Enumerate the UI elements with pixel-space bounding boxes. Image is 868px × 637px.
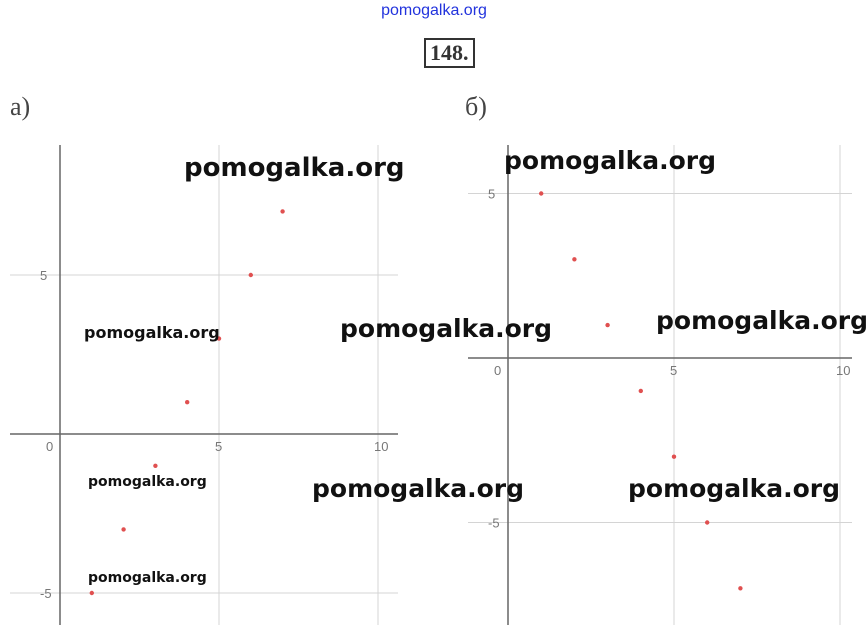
data-point [671, 454, 677, 459]
x-tick-label: 10 [836, 363, 850, 378]
data-point [89, 590, 95, 596]
data-point [605, 322, 610, 328]
watermark-top: pomogalka.org [381, 2, 487, 19]
data-point [572, 257, 577, 262]
x-tick-label: 0 [494, 363, 501, 378]
data-point [153, 463, 158, 468]
x-tick-label: 0 [46, 439, 53, 454]
data-point [185, 400, 190, 405]
x-tick-label: 10 [374, 439, 388, 454]
data-point [121, 527, 126, 532]
watermark: pomogalka.org [656, 306, 868, 335]
data-point [638, 388, 643, 394]
data-point [216, 336, 222, 341]
watermark: pomogalka.org [88, 570, 207, 586]
chart-a-label: а) [10, 92, 31, 121]
x-tick-label: 5 [670, 363, 677, 378]
data-point [738, 586, 743, 591]
y-tick-label: 5 [40, 268, 47, 283]
data-point [539, 191, 544, 196]
chart-b-label: б) [465, 92, 487, 121]
watermark: pomogalka.org [88, 474, 207, 490]
watermark: pomogalka.org [184, 153, 405, 183]
watermark: pomogalka.org [84, 323, 220, 342]
watermark: pomogalka.org [628, 474, 841, 503]
data-point [705, 520, 710, 525]
watermark: pomogalka.org [340, 314, 553, 343]
y-tick-label: 5 [488, 187, 495, 202]
data-point [248, 272, 253, 278]
y-tick-label: -5 [488, 516, 500, 531]
watermark: pomogalka.org [504, 146, 717, 175]
data-point [280, 209, 285, 214]
y-tick-label: -5 [40, 586, 52, 601]
watermark: pomogalka.org [312, 474, 525, 503]
x-tick-label: 5 [215, 439, 222, 454]
problem-number: 148. [424, 38, 475, 68]
